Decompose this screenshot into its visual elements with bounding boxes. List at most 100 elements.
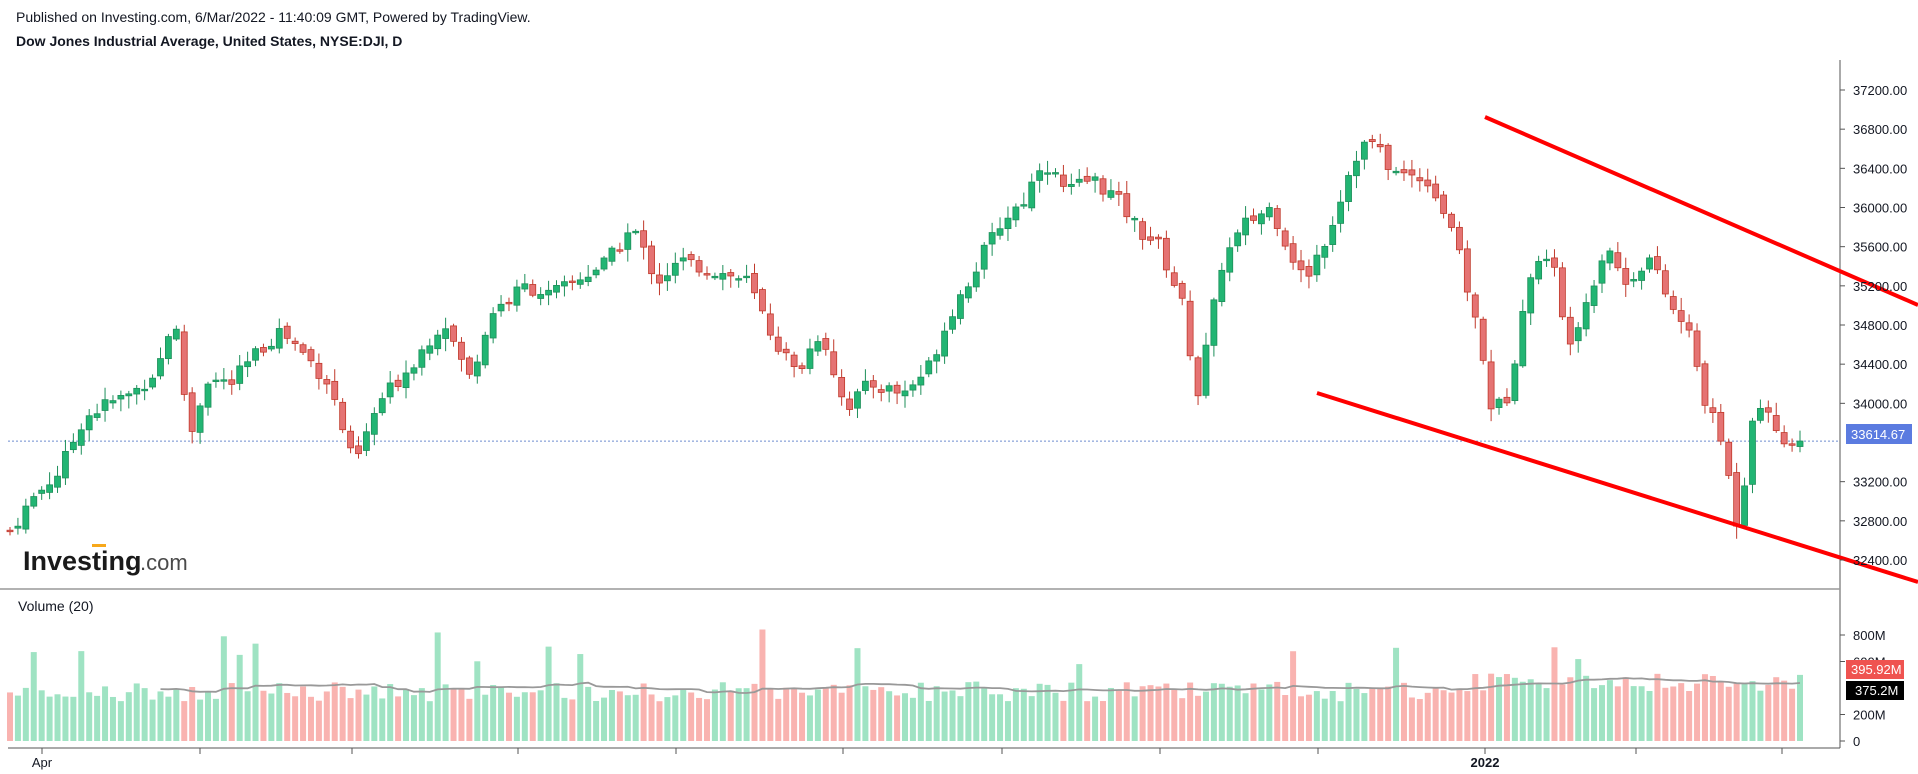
volume-bar [894, 695, 901, 741]
volume-bar [1662, 687, 1669, 741]
volume-bar [205, 692, 212, 741]
volume-bar [1591, 688, 1598, 741]
volume-bar [862, 686, 869, 741]
candle-body [46, 484, 54, 493]
volume-bar [997, 694, 1004, 741]
candle-body [822, 338, 830, 350]
candle-body [980, 244, 988, 270]
candle-body [172, 328, 180, 340]
volume-bar [941, 691, 948, 741]
volume-bar [1242, 693, 1249, 741]
volume-bar [38, 690, 45, 741]
candle-body [307, 349, 315, 362]
candle-body [782, 348, 790, 354]
candle-body [1368, 139, 1376, 142]
volume-bar [1511, 677, 1518, 741]
volume-bar [323, 691, 330, 741]
candle-body [1131, 217, 1139, 221]
volume-bar [735, 688, 742, 741]
volume-bar [482, 694, 489, 741]
candle-body [1693, 330, 1701, 367]
candle-body [458, 341, 465, 360]
volume-bar [14, 695, 21, 741]
candle-body [267, 345, 275, 350]
volume-bar [1290, 651, 1297, 741]
candle-body [1139, 221, 1147, 240]
upper-channel-trendline[interactable] [1484, 115, 1918, 307]
volume-bar [1614, 686, 1621, 741]
volume-bar [70, 696, 77, 741]
candle-body [473, 361, 481, 377]
volume-bar [1678, 683, 1685, 741]
volume-bar [830, 684, 837, 741]
volume-bar [1147, 685, 1154, 741]
volume-bar [553, 683, 560, 741]
volume-bar [426, 701, 433, 741]
volume-bar [117, 701, 124, 741]
candle-body [727, 272, 735, 277]
candle-body [1503, 396, 1511, 404]
candle-body [434, 334, 442, 350]
candle-body [402, 372, 410, 389]
volume-bar [1123, 682, 1130, 741]
candle-body [568, 280, 576, 283]
volume-bar [173, 688, 180, 741]
volume-bar [1092, 696, 1099, 741]
volume-bar [442, 684, 449, 741]
volume-bar [1527, 679, 1534, 741]
candle-body [1614, 252, 1622, 269]
candle-body [410, 367, 418, 374]
volume-last-badge [1846, 660, 1904, 679]
candle-body [370, 413, 378, 435]
volume-bar [46, 696, 53, 741]
volume-bar [648, 694, 655, 741]
volume-bar [181, 701, 188, 741]
volume-bar [1488, 673, 1495, 741]
candle-body [1764, 407, 1772, 413]
candle-body [188, 392, 196, 432]
candle-body [1297, 260, 1305, 271]
volume-bar [1559, 684, 1566, 741]
volume-bar [703, 699, 710, 741]
volume-bar [981, 687, 988, 741]
published-note: Published on Investing.com, 6/Mar/2022 -… [16, 9, 531, 25]
svg-text:.com: .com [140, 550, 188, 575]
candle-body [608, 247, 616, 262]
lower-channel-trendline[interactable] [1316, 391, 1918, 584]
candle-body [220, 379, 228, 382]
volume-bar [1543, 688, 1550, 741]
candle-body [149, 377, 156, 388]
price-tick-label: 36800.00 [1853, 122, 1907, 137]
candle-body [450, 325, 457, 342]
volume-bar [1567, 677, 1574, 741]
volume-tick-label: 200M [1853, 708, 1886, 723]
candle-body [465, 357, 473, 375]
volume-bar [933, 686, 940, 741]
candle-body [576, 279, 584, 285]
candle-body [1511, 363, 1519, 401]
candle-body [1234, 232, 1242, 247]
price-tick-label: 34000.00 [1853, 396, 1907, 411]
volume-bar [276, 683, 283, 741]
volume-bar [1218, 683, 1225, 741]
volume-bar [1400, 682, 1407, 741]
candle-body [394, 379, 402, 387]
candle-body [1638, 270, 1645, 281]
candle-body [1661, 270, 1669, 295]
volume-bar [1622, 677, 1629, 741]
time-axis: Apr 2022 [32, 748, 1783, 770]
volume-bar [1179, 698, 1186, 741]
candle-body [1400, 169, 1408, 174]
candle-body [252, 348, 259, 361]
volume-bar [680, 689, 687, 741]
candle-body [1218, 269, 1226, 302]
volume-bar [1416, 699, 1423, 741]
volume-bar [1472, 674, 1479, 741]
candle-body [1289, 243, 1297, 263]
volume-bar [1068, 682, 1075, 741]
volume-bar [783, 687, 790, 741]
candle-body [291, 340, 299, 344]
volume-bar [1630, 686, 1637, 741]
candle-body [949, 316, 956, 330]
